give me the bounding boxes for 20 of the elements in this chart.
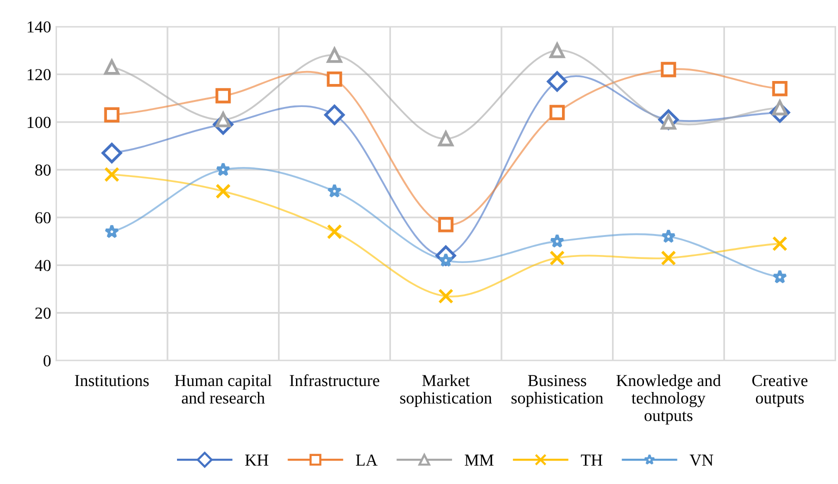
y-tick-label: 120 (28, 69, 51, 80)
x-tick-label: Human capital and research (174, 374, 272, 404)
x-tick-label: Business sophistication (512, 375, 604, 408)
legend-label: TH (580, 454, 602, 466)
x-tick-label: Infrastructure (290, 374, 380, 386)
y-tick-label: 100 (28, 116, 51, 128)
legend-label: MM (464, 454, 494, 466)
y-tick-label: 80 (35, 164, 51, 176)
x-tick-label: Market sophistication (400, 374, 492, 408)
y-tick-label: 0 (44, 355, 51, 367)
y-tick-label: 40 (34, 260, 51, 272)
x-tick-label: Creative outputs (752, 375, 808, 408)
y-tick-label: 20 (35, 308, 51, 319)
x-tick-label: Knowledge and technology outputs (616, 374, 721, 425)
legend-label: LA (356, 454, 378, 466)
y-tick-label: 140 (28, 21, 51, 33)
x-tick-label: Institutions (74, 375, 149, 386)
legend-label: VN (690, 454, 714, 466)
y-tick-label: 60 (35, 212, 51, 224)
legend-label: KH (245, 454, 268, 466)
